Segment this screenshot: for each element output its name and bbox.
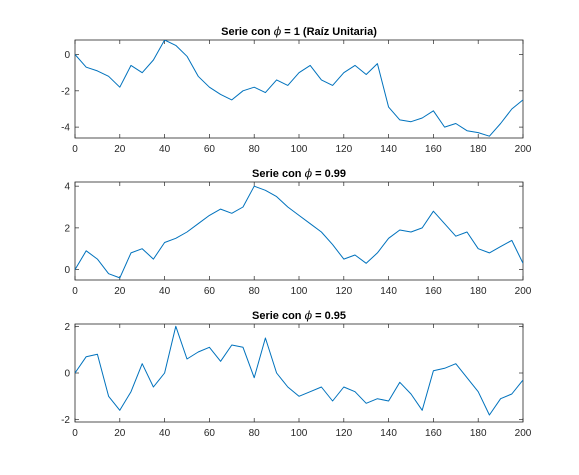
chart-title: Serie con ϕ = 0.99 <box>252 167 346 180</box>
x-tick-label: 20 <box>114 286 126 297</box>
x-tick-label: 80 <box>249 144 261 155</box>
x-tick-label: 100 <box>291 286 308 297</box>
x-tick-label: 60 <box>204 286 216 297</box>
chart-title-suffix: = 0.95 <box>312 310 346 322</box>
series-line <box>75 185 523 279</box>
x-tick-label: 160 <box>425 428 442 439</box>
chart-title-symbol: ϕ <box>274 25 282 38</box>
x-tick-label: 80 <box>249 428 261 439</box>
x-tick-label: 20 <box>114 428 126 439</box>
x-tick-label: 60 <box>204 428 216 439</box>
chart-title-suffix: = 1 (Raíz Unitaria) <box>281 26 377 38</box>
chart-title-symbol: ϕ <box>305 309 313 322</box>
x-tick-label: 40 <box>159 428 171 439</box>
x-tick-label: 140 <box>380 144 397 155</box>
y-tick-label: 2 <box>64 223 70 234</box>
series-line <box>75 40 523 137</box>
chart-title-prefix: Serie con <box>252 168 305 180</box>
x-tick-label: 200 <box>515 286 532 297</box>
x-tick-label: 100 <box>291 428 308 439</box>
x-tick-label: 40 <box>159 286 171 297</box>
y-tick-label: 0 <box>64 50 70 61</box>
chart-title-suffix: = 0.99 <box>312 168 346 180</box>
x-tick-label: 0 <box>72 144 78 155</box>
axes-box <box>74 323 524 423</box>
x-tick-label: 160 <box>425 286 442 297</box>
x-tick-label: 0 <box>72 286 78 297</box>
y-tick-label: 4 <box>64 182 70 193</box>
x-tick-label: 180 <box>470 144 487 155</box>
x-tick-label: 140 <box>380 428 397 439</box>
x-tick-label: 180 <box>470 286 487 297</box>
subplot-3: Serie con ϕ = 0.950 20 40 60 80 100 120 140 160 1… <box>61 309 532 439</box>
chart-title: Serie con ϕ = 0.95 <box>252 309 346 322</box>
x-tick-label: 120 <box>335 144 352 155</box>
y-tick-label: 0 <box>64 369 70 380</box>
chart-title: Serie con ϕ = 1 (Raíz Unitaria) <box>221 25 377 38</box>
series-line <box>75 325 523 416</box>
axes-box <box>74 39 524 139</box>
subplot-2: Serie con ϕ = 0.990 20 40 60 80 100 120 140 160 1… <box>64 167 531 297</box>
x-tick-label: 140 <box>380 286 397 297</box>
x-tick-label: 60 <box>204 144 216 155</box>
y-tick-label: -4 <box>61 123 70 134</box>
x-tick-label: 20 <box>114 144 126 155</box>
x-tick-label: 0 <box>72 428 78 439</box>
x-tick-label: 200 <box>515 428 532 439</box>
x-tick-label: 180 <box>470 428 487 439</box>
chart-title-symbol: ϕ <box>305 167 313 180</box>
axes-box <box>74 181 524 281</box>
y-tick-label: 0 <box>64 265 70 276</box>
chart-title-prefix: Serie con <box>252 310 305 322</box>
chart-title-prefix: Serie con <box>221 26 274 38</box>
x-tick-label: 120 <box>335 428 352 439</box>
y-tick-label: -2 <box>61 86 70 97</box>
subplot-1: Serie con ϕ = 1 (Raíz Unitaria) 0 20 40 60 80… <box>61 25 532 155</box>
x-tick-label: 100 <box>291 144 308 155</box>
x-tick-label: 40 <box>159 144 171 155</box>
y-tick-label: 2 <box>64 322 70 333</box>
x-tick-label: 80 <box>249 286 261 297</box>
y-tick-label: -2 <box>61 415 70 426</box>
x-tick-label: 120 <box>335 286 352 297</box>
x-tick-label: 200 <box>515 144 532 155</box>
x-tick-label: 160 <box>425 144 442 155</box>
